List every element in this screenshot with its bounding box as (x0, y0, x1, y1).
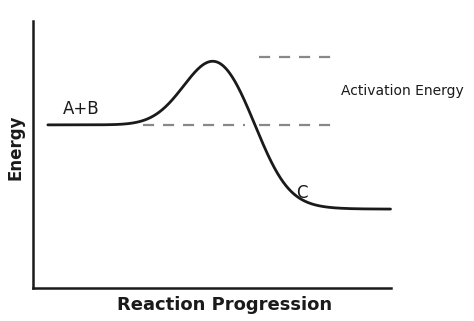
Text: A+B: A+B (63, 100, 99, 118)
Text: Activation Energy: Activation Energy (341, 84, 464, 98)
Y-axis label: Energy: Energy (7, 115, 25, 180)
Text: C: C (296, 184, 307, 202)
X-axis label: Reaction Progression: Reaction Progression (117, 296, 332, 314)
